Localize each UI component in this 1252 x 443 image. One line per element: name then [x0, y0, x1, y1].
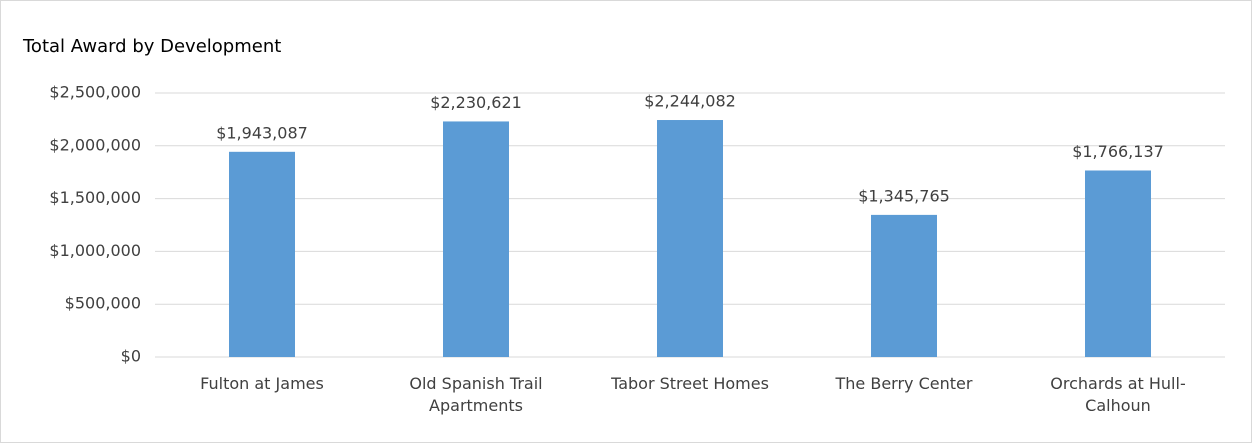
- value-label: $1,345,765: [858, 186, 950, 205]
- x-tick-label: Orchards at Hull-Calhoun: [1050, 374, 1186, 415]
- bar: [657, 120, 723, 358]
- bar: [443, 121, 509, 358]
- x-tick-label: Fulton at James: [200, 374, 324, 393]
- y-tick-label: $0: [121, 347, 141, 366]
- y-tick-label: $2,000,000: [49, 135, 141, 154]
- x-tick-label: The Berry Center: [835, 374, 973, 393]
- bar: [229, 151, 295, 357]
- y-tick-label: $500,000: [65, 294, 141, 313]
- x-tick-label: Tabor Street Homes: [611, 374, 769, 393]
- bar: [871, 214, 937, 357]
- value-label: $1,943,087: [216, 123, 308, 142]
- y-tick-label: $1,500,000: [49, 188, 141, 207]
- y-tick-label: $1,000,000: [49, 241, 141, 260]
- value-label: $1,766,137: [1072, 142, 1164, 161]
- x-tick-label: Old Spanish Trail Apartments: [409, 374, 543, 415]
- bar: [1085, 170, 1151, 357]
- chart-title: Total Award by Development: [22, 36, 281, 57]
- value-label: $2,230,621: [430, 93, 522, 112]
- value-label: $2,244,082: [644, 92, 736, 111]
- y-tick-label: $2,500,000: [49, 83, 141, 102]
